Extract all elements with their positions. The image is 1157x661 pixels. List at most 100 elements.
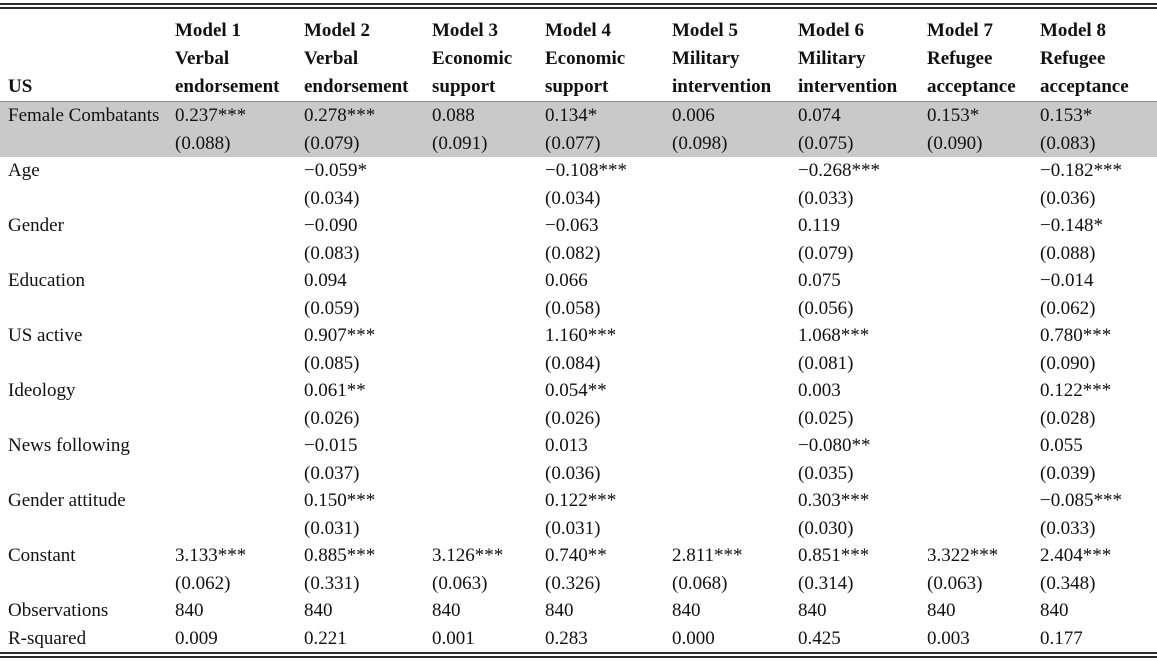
value-cell: 0.009 <box>175 627 218 649</box>
value-cell: 0.177 <box>1040 627 1083 649</box>
value-cell <box>672 487 798 515</box>
value-cell <box>175 240 304 268</box>
value-cell <box>175 515 304 543</box>
value-cell: 840 <box>432 600 461 621</box>
table-row: US active 0.907*** 1.160*** 1.068*** 0.780**… <box>0 322 1157 350</box>
value-cell: (0.059) <box>304 297 360 319</box>
value-cell <box>175 185 304 213</box>
value-cell: 0.303*** <box>798 490 870 511</box>
regression-table: US Model 1 Verbal endorsement Model 2 Verba… <box>0 9 1157 652</box>
value-cell: 840 <box>545 600 574 621</box>
value-cell <box>672 432 798 460</box>
table-row: R-squared 0.009 0.221 0.001 0.283 0.000 0.425 0… <box>0 625 1157 653</box>
value-cell <box>672 267 798 295</box>
value-cell: −0.063 <box>545 215 599 236</box>
value-cell <box>432 350 545 378</box>
value-cell: 0.088 <box>432 105 475 126</box>
row-label: Age <box>8 160 40 181</box>
outcome-label: Economic support <box>545 48 626 97</box>
value-cell: (0.031) <box>545 517 601 539</box>
value-cell: (0.063) <box>432 572 488 594</box>
row-label: Ideology <box>8 380 76 401</box>
value-cell: 0.006 <box>672 105 715 126</box>
table-row: News following −0.015 0.013 −0.080** 0.055 <box>0 432 1157 460</box>
value-cell: 3.133*** <box>175 545 247 566</box>
value-cell: −0.148* <box>1040 215 1103 236</box>
column-header: Model 1 Verbal endorsement <box>175 17 304 101</box>
value-cell <box>927 212 1040 240</box>
value-cell: 0.885*** <box>304 545 376 566</box>
value-cell: (0.075) <box>798 132 854 154</box>
value-cell: −0.108*** <box>545 160 627 181</box>
value-cell: (0.091) <box>432 132 488 154</box>
value-cell: 0.153* <box>927 105 980 126</box>
value-cell <box>927 377 1040 405</box>
outcome-label: Refugee acceptance <box>1040 48 1129 97</box>
value-cell: (0.082) <box>545 242 601 264</box>
value-cell: −0.085*** <box>1040 490 1122 511</box>
row-label <box>0 515 175 543</box>
outcome-label: Military intervention <box>672 48 772 97</box>
row-label <box>0 130 175 158</box>
bottom-double-rule <box>0 652 1157 658</box>
value-cell <box>927 295 1040 323</box>
value-cell: (0.034) <box>545 187 601 209</box>
value-cell: 840 <box>1040 600 1069 621</box>
value-cell <box>432 405 545 433</box>
value-cell: 0.740** <box>545 545 607 566</box>
value-cell <box>927 185 1040 213</box>
value-cell: 0.153* <box>1040 105 1093 126</box>
value-cell <box>432 432 545 460</box>
value-cell: (0.081) <box>798 352 854 374</box>
value-cell: 3.126*** <box>432 545 504 566</box>
column-header: Model 2 Verbal endorsement <box>304 17 432 101</box>
value-cell: (0.084) <box>545 352 601 374</box>
model-number: Model 2 <box>304 20 370 41</box>
value-cell <box>927 432 1040 460</box>
value-cell: (0.039) <box>1040 462 1096 484</box>
value-cell: (0.063) <box>927 572 983 594</box>
value-cell <box>927 267 1040 295</box>
table-row: Ideology 0.061** 0.054** 0.003 0.122*** <box>0 377 1157 405</box>
value-cell: 0.237*** <box>175 105 247 126</box>
row-label <box>0 185 175 213</box>
value-cell: −0.268*** <box>798 160 880 181</box>
table-body: Female Combatants 0.237*** 0.278*** 0.088 0.… <box>0 102 1157 652</box>
value-cell: 0.122*** <box>1040 380 1112 401</box>
value-cell <box>175 350 304 378</box>
table-row: Gender −0.090 −0.063 0.119 −0.148* <box>0 212 1157 240</box>
table-row: (0.026) (0.026) (0.025) (0.028) <box>0 405 1157 433</box>
value-cell <box>672 350 798 378</box>
value-cell <box>432 240 545 268</box>
value-cell <box>175 405 304 433</box>
value-cell <box>672 515 798 543</box>
column-header: Model 3 Economic support <box>432 17 545 101</box>
top-double-rule <box>0 3 1157 9</box>
model-number: Model 7 <box>927 20 993 41</box>
row-label <box>0 405 175 433</box>
value-cell <box>927 487 1040 515</box>
value-cell <box>432 212 545 240</box>
value-cell: −0.090 <box>304 215 358 236</box>
table-row: (0.085) (0.084) (0.081) (0.090) <box>0 350 1157 378</box>
table-row: Age −0.059* −0.108*** −0.268*** −0.182*** <box>0 157 1157 185</box>
value-cell: 0.134* <box>545 105 598 126</box>
value-cell: (0.088) <box>175 132 231 154</box>
model-number: Model 1 <box>175 20 241 41</box>
value-cell: (0.079) <box>798 242 854 264</box>
value-cell: (0.062) <box>1040 297 1096 319</box>
value-cell: 0.150*** <box>304 490 376 511</box>
value-cell <box>672 295 798 323</box>
value-cell <box>672 322 798 350</box>
value-cell: 0.055 <box>1040 435 1083 456</box>
value-cell <box>672 377 798 405</box>
table-row: (0.062) (0.331) (0.063) (0.326) (0.068) (0.31… <box>0 570 1157 598</box>
table-row: Education 0.094 0.066 0.075 −0.014 <box>0 267 1157 295</box>
table-row: Female Combatants 0.237*** 0.278*** 0.088 0.… <box>0 102 1157 130</box>
row-label: News following <box>8 435 130 456</box>
value-cell: 0.278*** <box>304 105 376 126</box>
value-cell <box>927 322 1040 350</box>
value-cell <box>432 487 545 515</box>
value-cell <box>672 212 798 240</box>
outcome-label: Military intervention <box>798 48 898 97</box>
